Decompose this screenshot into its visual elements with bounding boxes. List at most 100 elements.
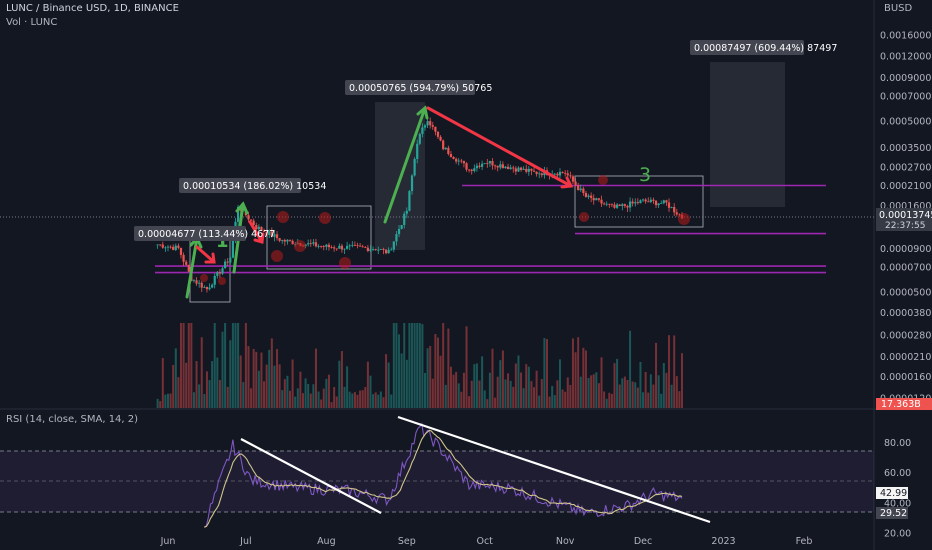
volume-bar	[494, 397, 497, 408]
rsi-line[interactable]	[203, 422, 683, 528]
candle	[652, 197, 655, 204]
volume-bar	[213, 323, 216, 408]
volume-badge-text: 17.363B	[881, 399, 921, 410]
volume-bar	[382, 397, 385, 408]
pivot-marker	[200, 274, 208, 282]
volume-bar	[634, 382, 637, 408]
volume-bar	[169, 393, 172, 408]
volume-bar	[390, 394, 393, 408]
candle	[660, 200, 663, 204]
wave-arrows[interactable]	[185, 105, 574, 299]
volume-bar	[439, 355, 442, 408]
volume-bar	[597, 383, 600, 408]
callout-3[interactable]: 0.00050765 (594.79%) 50765	[345, 80, 492, 95]
range-box-nov-dec[interactable]	[574, 175, 704, 228]
price-tick-label: 0.00027000	[880, 162, 932, 173]
candle	[590, 192, 593, 203]
price-tick-label: 0.00002100	[880, 352, 932, 363]
candle	[281, 239, 284, 244]
volume-bar	[613, 363, 616, 408]
volume-indicator-title[interactable]: Vol · LUNC	[6, 17, 58, 28]
volume-bar	[517, 355, 520, 408]
candle	[198, 280, 201, 288]
candle	[509, 164, 512, 170]
volume-bar	[527, 366, 530, 408]
volume-bar	[657, 375, 660, 408]
volume-bar	[509, 380, 512, 408]
volume-bar	[353, 392, 356, 408]
volume-bar	[211, 361, 214, 408]
candle	[540, 172, 543, 178]
volume-bar	[283, 379, 286, 408]
time-tick-label: Feb	[796, 536, 813, 547]
volume-bar	[304, 378, 307, 408]
callout-2[interactable]: 0.00010534 (186.02%) 10534	[179, 178, 326, 193]
candle	[499, 160, 502, 170]
volume-bar	[491, 348, 494, 408]
time-axis[interactable]: Jun Jul Aug Sep Oct Nov Dec 2023 Feb	[160, 536, 813, 547]
volume-bar	[296, 388, 299, 408]
volume-bar	[418, 323, 421, 408]
price-tick-label: 0.00090000	[880, 73, 932, 84]
candle	[641, 198, 645, 202]
candle	[610, 203, 614, 208]
rsi-sma-line[interactable]	[204, 429, 683, 528]
callout-1[interactable]: 0.00004677 (113.44%) 4677	[134, 226, 275, 241]
volume-bar	[636, 387, 639, 408]
volume-bar	[231, 323, 234, 408]
candle	[561, 171, 564, 174]
callout-4[interactable]: 0.00087497 (609.44%) 87497	[690, 40, 837, 55]
volume-bar	[320, 399, 323, 408]
candle	[600, 195, 603, 207]
volume-bar	[488, 372, 491, 408]
volume-bar	[673, 335, 676, 408]
volume-bar	[312, 384, 315, 408]
candlesticks[interactable]	[156, 117, 684, 293]
price-tick-label: 0.00003800	[880, 308, 932, 319]
volume-bar	[392, 323, 395, 408]
candle	[405, 207, 408, 219]
rsi-trendline-1[interactable]	[240, 438, 382, 514]
volume-bar	[574, 352, 577, 408]
horizontal-levels[interactable]	[0, 184, 874, 274]
candle	[384, 249, 388, 255]
volume-bar	[558, 359, 561, 408]
volume-bar	[512, 386, 515, 408]
range-box-jul-aug[interactable]	[266, 205, 372, 270]
rsi-trendline-2[interactable]	[397, 415, 711, 524]
volume-bar	[289, 390, 292, 408]
volume-bar	[268, 349, 271, 408]
volume-bar	[642, 392, 645, 408]
candle	[333, 245, 336, 252]
volume-bar	[603, 391, 606, 408]
candle	[177, 243, 180, 250]
volume-bar	[338, 360, 341, 408]
candle	[532, 167, 536, 173]
candle	[481, 160, 484, 171]
candle	[584, 190, 588, 198]
volume-bar	[416, 323, 419, 408]
volume-bar	[167, 393, 169, 408]
rsi-axis[interactable]: 80.00 60.00 40.00 20.00	[884, 438, 911, 539]
candle	[257, 224, 260, 233]
time-tick-label: Sep	[398, 536, 416, 547]
volume-bar	[216, 357, 219, 408]
candle	[535, 171, 538, 177]
symbol-title[interactable]: LUNC / Binance USD, 1D, BINANCE	[6, 3, 179, 14]
volume-bar	[605, 398, 608, 408]
rsi-indicator-title[interactable]: RSI (14, close, SMA, 14, 2)	[6, 414, 139, 425]
volume-bar	[325, 378, 328, 408]
projection-box-future[interactable]	[710, 62, 785, 207]
candle	[395, 231, 398, 246]
candle	[172, 244, 175, 251]
candle	[327, 242, 331, 251]
volume-bar	[327, 374, 330, 408]
volume-bar	[387, 362, 390, 408]
price-tick-label: 0.00050000	[880, 117, 932, 128]
volume-bar	[652, 384, 655, 408]
candle	[673, 203, 676, 217]
candle	[605, 201, 608, 207]
candle	[265, 231, 268, 236]
volume-bar	[675, 376, 678, 408]
